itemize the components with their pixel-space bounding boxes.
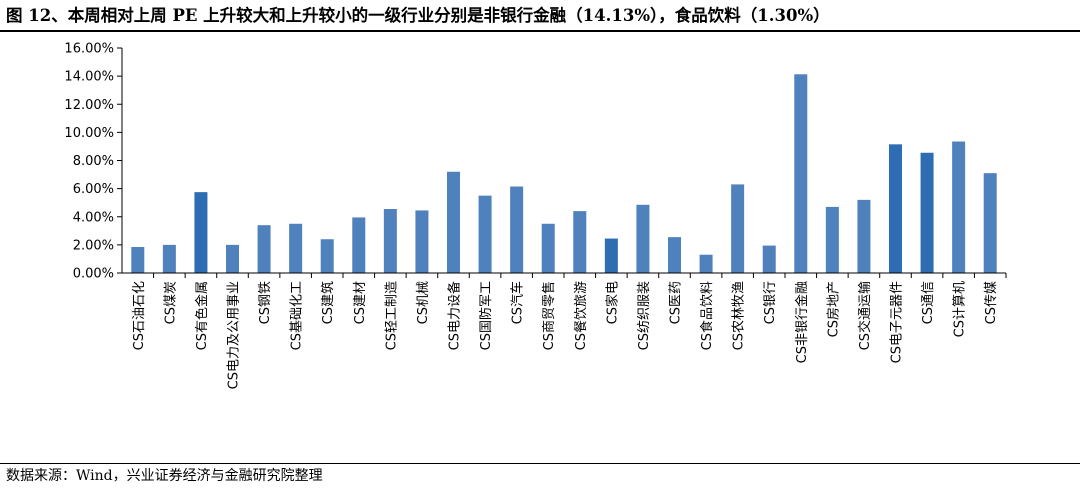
figure-title: 图 12、本周相对上周 PE 上升较大和上升较小的一级行业分别是非银行金融（14…	[6, 6, 830, 25]
bar	[447, 171, 460, 273]
bar	[857, 199, 871, 273]
y-tick-label: 14.00%	[64, 70, 114, 85]
x-tick-label: CS纺织服装	[637, 281, 652, 350]
bar	[983, 173, 997, 273]
bar	[668, 237, 681, 273]
y-axis: 0.00% 2.00% 4.00% 6.00% 8.00% 10.00% 12.00% 14.…	[64, 42, 123, 282]
bar	[510, 186, 524, 273]
x-tick-label: CS石油石化	[132, 281, 147, 350]
bar	[636, 204, 650, 273]
bar-chart: 0.00% 2.00% 4.00% 6.00% 8.00% 10.00% 12.00% 14.…	[64, 42, 1007, 389]
x-tick-label: CS农林牧渔	[732, 281, 747, 350]
bar	[131, 246, 145, 273]
y-tick-label: 0.00%	[73, 267, 114, 282]
x-tick-label: CS汽车	[510, 281, 526, 324]
x-tick-label: CS计算机	[953, 281, 968, 337]
x-tick-label: CS食品饮料	[699, 281, 715, 350]
x-tick-label: CS建材	[353, 281, 368, 324]
y-tick-label: 16.00%	[64, 42, 114, 57]
bar	[762, 245, 776, 273]
x-tick-label: CS电力及公用事业	[227, 281, 242, 389]
title-rule	[0, 30, 1080, 32]
x-tick-label: CS基础化工	[290, 281, 305, 350]
y-tick-label: 10.00%	[64, 126, 114, 141]
bar	[257, 225, 271, 273]
y-tick-label: 6.00%	[73, 182, 114, 197]
x-tick-label: CS通信	[921, 281, 936, 324]
x-tick-label: CS机械	[416, 281, 431, 324]
x-tick-label: CS交通运输	[857, 281, 873, 350]
x-tick-label: CS建筑	[320, 281, 336, 324]
bar	[162, 244, 176, 273]
y-tick-label: 2.00%	[73, 238, 114, 253]
bar	[920, 152, 934, 273]
bar	[320, 239, 334, 273]
y-tick-label: 8.00%	[73, 154, 114, 169]
bar	[226, 244, 239, 273]
x-axis: CS石油石化 CS煤炭 CS有色金属 CS电力及公用事业 CS钢铁 CS基础化工 CS建筑 C…	[122, 272, 1007, 389]
bar	[699, 254, 713, 273]
bar-series	[131, 74, 997, 273]
x-tick-label: CS国防军工	[478, 281, 494, 350]
x-tick-label: CS轻工制造	[384, 281, 399, 350]
bar	[889, 144, 902, 273]
x-tick-label: CS电子元器件	[890, 281, 905, 363]
x-tick-label: CS钢铁	[258, 281, 273, 324]
x-tick-label: CS商贸零售	[541, 281, 557, 350]
bar	[604, 238, 618, 273]
x-tick-label: CS煤炭	[163, 281, 178, 324]
bar	[573, 211, 587, 273]
bar	[383, 209, 397, 273]
bar	[352, 217, 366, 273]
bar	[731, 184, 745, 273]
bar	[194, 192, 208, 273]
bar	[289, 223, 303, 273]
x-tick-label: CS餐饮旅游	[573, 281, 589, 350]
x-tick-label: CS房地产	[825, 281, 841, 337]
x-tick-label: CS家电	[604, 281, 620, 324]
bar	[794, 74, 808, 273]
x-tick-label: CS有色金属	[194, 281, 210, 350]
x-tick-label: CS医药	[669, 281, 684, 324]
x-tick-label: CS传媒	[984, 281, 999, 324]
y-tick-label: 4.00%	[73, 210, 114, 225]
bar	[541, 223, 555, 273]
y-tick-label: 12.00%	[64, 98, 114, 113]
bar	[825, 206, 839, 273]
x-tick-label: CS银行	[763, 281, 778, 324]
source-rule	[0, 463, 1080, 464]
bar	[952, 141, 966, 273]
x-tick-label: CS电力设备	[447, 281, 463, 350]
source-note: 数据来源：Wind，兴业证券经济与金融研究院整理	[6, 468, 323, 484]
x-tick-label: CS非银行金融	[794, 281, 810, 363]
bar	[478, 195, 492, 273]
bar	[415, 210, 429, 273]
